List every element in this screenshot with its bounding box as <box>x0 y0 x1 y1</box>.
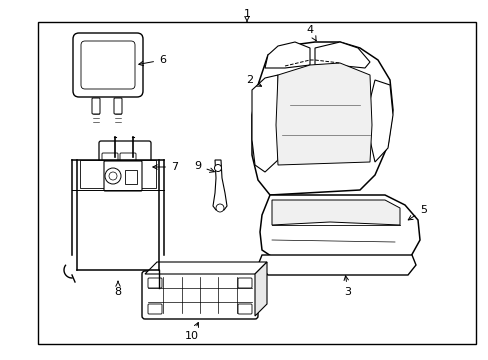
FancyBboxPatch shape <box>238 304 251 314</box>
Polygon shape <box>260 195 419 265</box>
FancyBboxPatch shape <box>92 98 100 114</box>
Text: 3: 3 <box>344 276 351 297</box>
Circle shape <box>214 165 221 171</box>
Polygon shape <box>251 75 278 172</box>
Text: 7: 7 <box>153 162 178 172</box>
Text: 2: 2 <box>245 75 261 86</box>
FancyBboxPatch shape <box>142 271 258 319</box>
FancyBboxPatch shape <box>73 33 142 97</box>
Polygon shape <box>369 80 392 162</box>
Polygon shape <box>258 255 415 275</box>
Text: 4: 4 <box>306 25 315 41</box>
FancyBboxPatch shape <box>102 153 118 173</box>
Text: 10: 10 <box>184 323 199 341</box>
Polygon shape <box>254 262 266 316</box>
FancyBboxPatch shape <box>148 304 162 314</box>
Polygon shape <box>314 42 369 68</box>
Circle shape <box>109 172 117 180</box>
Bar <box>38 22 475 344</box>
FancyBboxPatch shape <box>238 278 251 288</box>
Bar <box>125 170 137 184</box>
Polygon shape <box>213 160 226 210</box>
FancyBboxPatch shape <box>120 153 136 173</box>
Circle shape <box>216 204 224 212</box>
FancyBboxPatch shape <box>104 161 142 191</box>
Polygon shape <box>271 200 399 225</box>
FancyBboxPatch shape <box>81 41 135 89</box>
FancyBboxPatch shape <box>112 178 138 190</box>
Text: 9: 9 <box>194 161 214 172</box>
Text: 1: 1 <box>243 9 250 22</box>
Text: 5: 5 <box>407 205 426 220</box>
FancyBboxPatch shape <box>148 278 162 288</box>
Polygon shape <box>264 42 309 68</box>
FancyBboxPatch shape <box>99 141 151 183</box>
Text: 6: 6 <box>139 55 165 66</box>
Polygon shape <box>275 63 371 165</box>
FancyBboxPatch shape <box>114 98 122 114</box>
Polygon shape <box>251 42 392 195</box>
Text: 8: 8 <box>114 282 122 297</box>
Bar <box>80 160 156 188</box>
Circle shape <box>105 168 121 184</box>
Polygon shape <box>145 262 266 274</box>
